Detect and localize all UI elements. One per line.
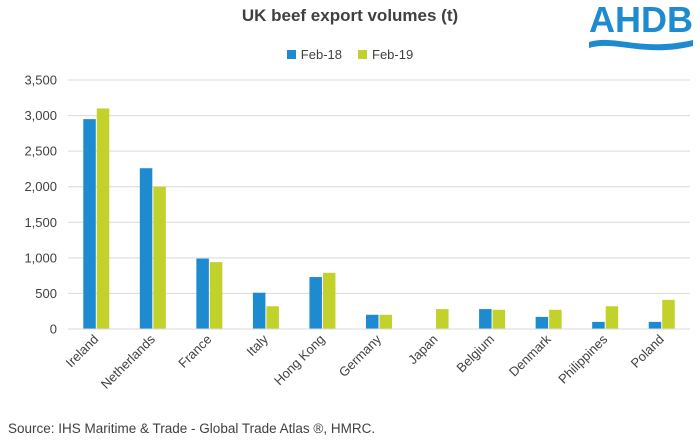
bar-belgium-feb-18 (479, 309, 492, 329)
bar-netherlands-feb-19 (153, 186, 166, 329)
legend-item-feb-18: Feb-18 (286, 47, 342, 62)
bar-denmark-feb-18 (535, 316, 549, 329)
legend-label-feb-18: Feb-18 (300, 47, 342, 62)
y-tick-label: 3,500 (24, 73, 57, 88)
bar-denmark-feb-19 (549, 309, 562, 329)
bar-japan-feb-19 (436, 309, 449, 329)
bar-netherlands-feb-18 (139, 168, 153, 329)
x-category-france: France (175, 332, 214, 371)
grid-lines (68, 79, 690, 294)
x-category-belgium: Belgium (453, 332, 497, 376)
bar-italy-feb-19 (266, 306, 279, 329)
x-category-germany: Germany (336, 331, 385, 380)
bar-italy-feb-18 (252, 292, 266, 329)
y-axis-ticks: 0 500 1,000 1,500 2,000 2,500 3,000 3,500 (24, 73, 57, 337)
x-category-philippines: Philippines (555, 331, 610, 386)
x-category-hong-kong: Hong Kong (271, 332, 328, 389)
chart-title: UK beef export volumes (t) (241, 6, 459, 25)
x-category-denmark: Denmark (506, 331, 554, 379)
logo-wave-icon (589, 39, 693, 51)
logo-text: AHDB (589, 0, 693, 40)
bar-hong-kong-feb-18 (309, 277, 322, 329)
x-category-netherlands: Netherlands (98, 331, 159, 392)
bar-france-feb-19 (209, 262, 223, 329)
bar-hong-kong-feb-19 (322, 272, 336, 329)
legend-swatch-feb-18 (286, 50, 296, 59)
y-tick-label: 1,500 (24, 215, 57, 230)
bar-poland-feb-18 (648, 321, 662, 329)
bar-poland-feb-19 (662, 299, 675, 329)
bar-belgium-feb-19 (492, 309, 506, 329)
legend: Feb-18 Feb-19 (0, 47, 700, 62)
bar-germany-feb-18 (366, 314, 379, 329)
bar-ireland-feb-18 (83, 119, 96, 329)
y-tick-label: 500 (35, 286, 57, 301)
x-category-ireland: Ireland (63, 332, 102, 371)
source-note: Source: IHS Maritime & Trade - Global Tr… (8, 421, 376, 436)
y-tick-label: 2,500 (24, 144, 57, 159)
ahdb-logo: AHDB (589, 0, 693, 51)
bar-ireland-feb-19 (96, 108, 110, 329)
x-category-japan: Japan (405, 332, 441, 368)
legend-label-feb-19: Feb-19 (372, 47, 414, 62)
y-tick-label: 0 (50, 322, 57, 337)
bar-france-feb-18 (196, 258, 209, 329)
legend-item-feb-19: Feb-19 (358, 47, 413, 62)
bar-philippines-feb-18 (592, 321, 605, 329)
y-tick-label: 3,000 (24, 108, 57, 123)
x-category-poland: Poland (628, 332, 667, 371)
legend-swatch-feb-19 (358, 50, 367, 59)
y-tick-label: 1,000 (24, 250, 57, 265)
x-category-italy: Italy (244, 331, 272, 359)
bars (83, 108, 675, 329)
bar-philippines-feb-19 (605, 306, 619, 329)
y-tick-label: 2,000 (24, 179, 57, 194)
bar-germany-feb-19 (379, 314, 392, 329)
